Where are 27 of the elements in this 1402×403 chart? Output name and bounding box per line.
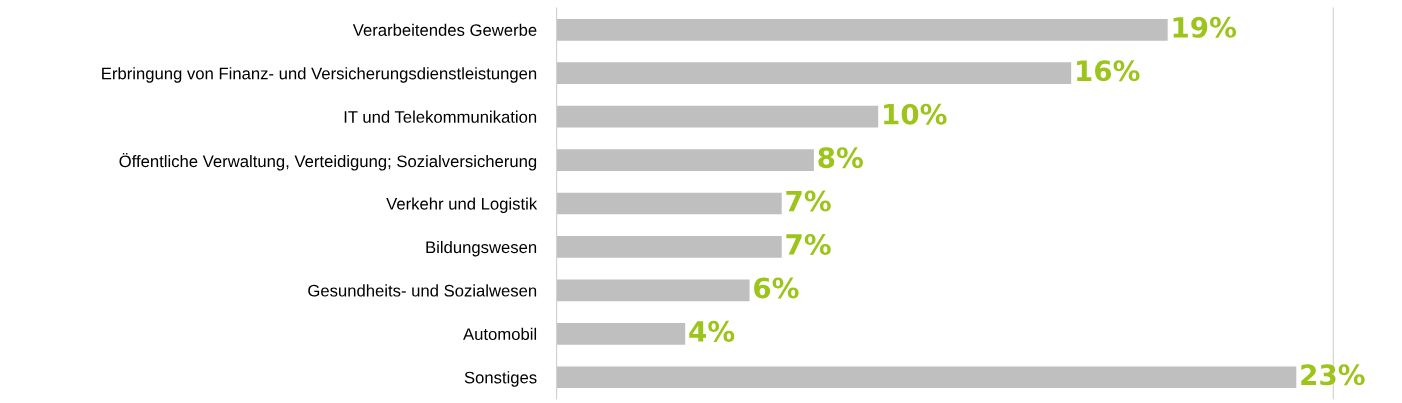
y-tick-label: Verarbeitendes Gewerbe	[352, 23, 537, 36]
y-tick-label: Verkehr und Logistik	[386, 197, 538, 214]
y-tick-label: Sonstiges	[464, 371, 537, 387]
bar	[556, 192, 782, 215]
y-tick-label: Erbringung von Finanz- und Versicherungsdienstleistungen	[102, 67, 537, 83]
y-tick-label: Gesundheits- und Sozialwesen	[308, 284, 537, 297]
data-label: 6%	[754, 277, 799, 299]
y-tick-label: IT und Telekommunikation	[344, 110, 537, 123]
y-tick-label: Automobil	[463, 327, 537, 341]
bar	[556, 322, 686, 345]
bar	[556, 149, 814, 171]
data-label: 4%	[689, 320, 735, 342]
bar	[556, 279, 750, 302]
data-label: 23%	[1301, 364, 1365, 386]
data-label: 19%	[1173, 16, 1237, 38]
bar	[556, 236, 782, 258]
data-label: 7%	[786, 190, 831, 212]
bar	[556, 62, 1072, 85]
bar	[556, 105, 879, 128]
data-label: 7%	[786, 234, 831, 256]
data-label: 10%	[884, 103, 947, 125]
y-tick-label: Bildungswesen	[426, 240, 537, 257]
bar	[556, 366, 1297, 389]
data-label: 8%	[818, 147, 863, 169]
y-tick-label: Öffentliche Verwaltung, Verteidigung; Sozialversicherung	[119, 153, 537, 171]
bar	[556, 18, 1168, 41]
data-label: 16%	[1077, 60, 1140, 82]
